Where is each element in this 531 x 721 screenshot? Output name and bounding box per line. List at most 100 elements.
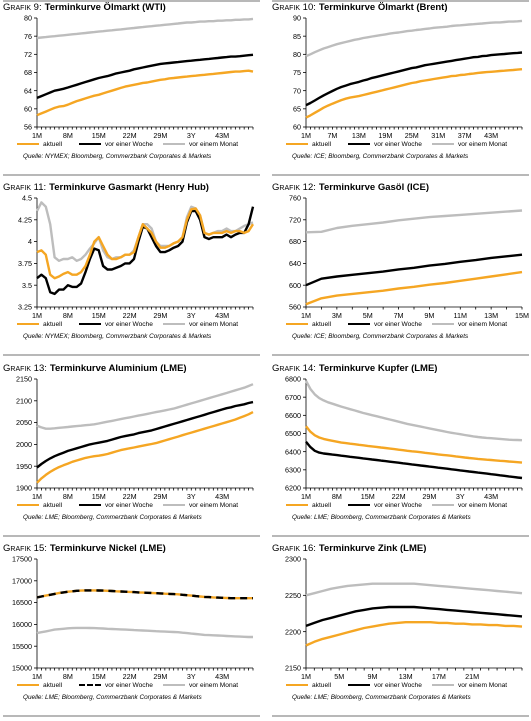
legend-label: vor einer Woche [105, 321, 153, 328]
legend-label: vor einem Monat [189, 141, 239, 148]
chart-number: 15: [33, 543, 47, 554]
y-tick-label: 76 [24, 32, 32, 41]
separator-rule [3, 354, 260, 356]
line-chart: 60 65 70 75 80 85 90 1M 7M 13M 19M 25M 31M 37M 43M [293, 14, 523, 140]
legend-swatch [348, 504, 370, 507]
y-tick-label: 640 [289, 259, 301, 268]
x-tick-label: 8M [332, 492, 342, 501]
chart-number: 10: [302, 2, 316, 13]
y-tick-label: 6400 [285, 447, 301, 456]
legend-swatch [79, 323, 101, 326]
legend-swatch [432, 323, 454, 326]
series-line-woche [305, 605, 523, 628]
y-tick-label: 4.5 [22, 194, 32, 203]
chart-panel-aluminium: Grafik 13: Terminkurve Aluminium (LME) 190… [3, 363, 260, 537]
legend-label: aktuell [43, 321, 63, 328]
x-tick-label: 1M [32, 672, 42, 681]
legend-item-aktuell: aktuell [286, 141, 331, 148]
series-line-aktuell [305, 68, 523, 119]
y-tick-label: 75 [293, 68, 301, 77]
chart-title: Grafik 11: Terminkurve Gasmarkt (Henry Hu… [3, 182, 260, 194]
x-tick-label: 29M [422, 492, 436, 501]
legend-item-woche: vor einer Woche [348, 141, 422, 148]
legend-label: aktuell [312, 682, 332, 689]
legend-label: aktuell [312, 321, 332, 328]
legend-item-monat: vor einem Monat [163, 682, 238, 689]
legend-label: vor einem Monat [189, 502, 239, 509]
series-line-monat [304, 380, 523, 442]
x-tick-label: 13M [484, 311, 498, 320]
legend-swatch [17, 504, 39, 507]
series-line-aktuell [305, 620, 523, 647]
x-tick-label: 8M [63, 311, 73, 320]
y-tick-label: 3.5 [22, 281, 32, 290]
chart-number: 9: [33, 2, 42, 13]
line-chart: 3.25 3.5 3.75 4 4.25 4.5 1M 8M 15M 22M 29M 3Y 43M [18, 194, 255, 320]
chart-title-prefix: Grafik [3, 2, 32, 13]
separator-rule [3, 535, 260, 537]
x-tick-label: 13M [399, 672, 413, 681]
series-line-aktuell [36, 411, 254, 484]
series-line-woche [36, 400, 254, 469]
chart-number: 11: [33, 182, 47, 193]
y-tick-label: 6600 [285, 411, 301, 420]
y-tick-label: 2050 [16, 418, 32, 427]
legend-swatch [348, 684, 370, 687]
series-line-monat [305, 209, 523, 234]
y-tick-label: 2100 [16, 396, 32, 405]
y-tick-label: 72 [24, 50, 32, 59]
chart-panel-wti: Grafik 9: Terminkurve Ölmarkt (WTI) 56 60 64… [3, 2, 260, 176]
chart-panel-gasoel: Grafik 12: Terminkurve Gasöl (ICE) 560 600 6… [272, 182, 529, 356]
chart-title-text: Terminkurve Ölmarkt (Brent) [318, 2, 448, 13]
chart-title: Grafik 9: Terminkurve Ölmarkt (WTI) [3, 2, 260, 14]
legend-item-woche: vor einer Woche [348, 321, 422, 328]
x-tick-label: 31M [431, 131, 445, 140]
legend-label: vor einer Woche [105, 141, 153, 148]
legend-swatch [348, 323, 370, 326]
chart-title-prefix: Grafik [3, 363, 32, 374]
legend-label: aktuell [43, 141, 63, 148]
series-line-woche [305, 51, 523, 107]
x-tick-label: 29M [153, 311, 167, 320]
legend-item-monat: vor einem Monat [432, 321, 507, 328]
y-tick-label: 2300 [285, 555, 301, 564]
x-tick-label: 22M [123, 131, 137, 140]
legend-swatch [286, 684, 308, 687]
chart-title-text: Terminkurve Ölmarkt (WTI) [44, 2, 166, 13]
legend-swatch [432, 504, 454, 507]
x-tick-label: 25M [405, 131, 419, 140]
y-tick-label: 3.75 [18, 259, 32, 268]
legend-swatch [17, 684, 39, 687]
chart-title: Grafik 12: Terminkurve Gasöl (ICE) [272, 182, 529, 194]
legend-label: vor einer Woche [374, 682, 422, 689]
chart-title-prefix: Grafik [272, 2, 301, 13]
separator-rule [272, 354, 529, 356]
y-tick-label: 720 [289, 215, 301, 224]
legend-item-aktuell: aktuell [286, 502, 331, 509]
x-tick-label: 5M [363, 311, 373, 320]
y-tick-label: 15000 [12, 664, 32, 673]
x-tick-label: 3Y [187, 131, 196, 140]
chart-title-text: Terminkurve Gasöl (ICE) [318, 182, 430, 193]
chart-legend: aktuell vor einer Woche vor einem Monat [272, 321, 529, 332]
series-line-woche [305, 253, 523, 287]
legend-item-monat: vor einem Monat [163, 321, 238, 328]
y-tick-label: 85 [293, 32, 301, 41]
x-tick-label: 5M [334, 672, 344, 681]
x-tick-label: 3Y [187, 672, 196, 681]
chart-number: 14: [302, 363, 316, 374]
y-tick-label: 600 [289, 281, 301, 290]
y-tick-label: 64 [24, 86, 32, 95]
legend-item-monat: vor einem Monat [432, 502, 507, 509]
chart-panel-kupfer: Grafik 14: Terminkurve Kupfer (LME) 6200 63… [272, 363, 529, 537]
legend-swatch [286, 323, 308, 326]
series-line-monat [36, 626, 253, 639]
series-line-woche [36, 206, 255, 296]
x-tick-label: 43M [215, 492, 229, 501]
x-tick-label: 8M [63, 131, 73, 140]
legend-label: vor einem Monat [189, 682, 239, 689]
legend-swatch [348, 143, 370, 146]
x-tick-label: 3Y [456, 492, 465, 501]
top-rule-left [3, 0, 260, 2]
chart-legend: aktuell vor einer Woche vor einem Monat [272, 141, 529, 152]
